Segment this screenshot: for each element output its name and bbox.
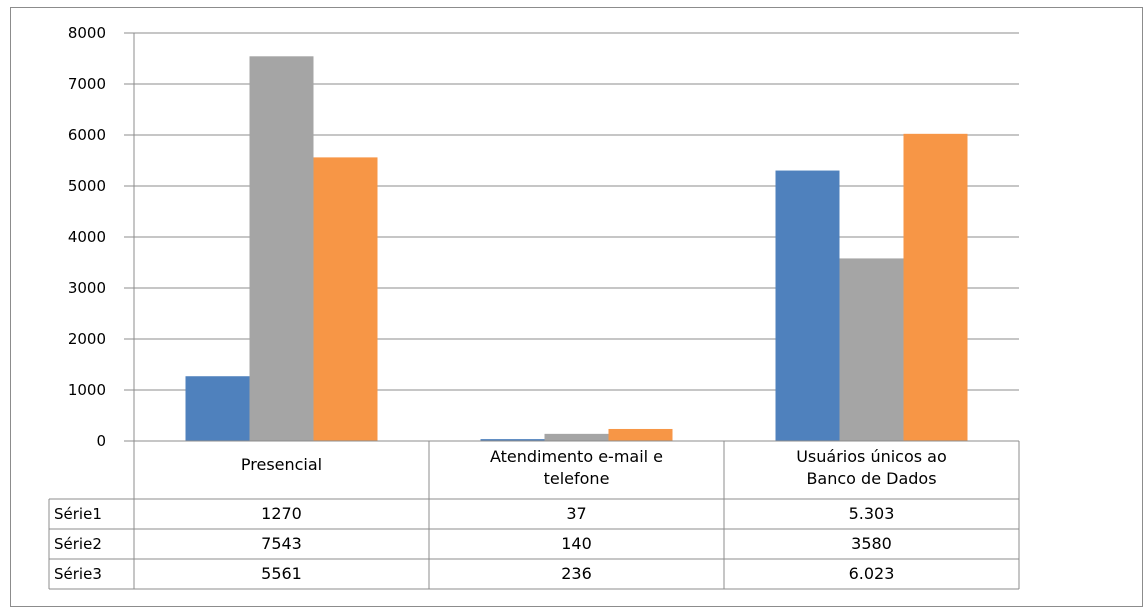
category-label: Presencial (241, 455, 322, 474)
bar-chart: 0 1000 2000 3000 4000 5000 6000 7000 8000 Presenc… (48, 24, 1020, 590)
data-table-value: 236 (561, 564, 592, 583)
data-table-value: 1270 (261, 504, 302, 523)
bar (544, 433, 609, 441)
data-table-value: 5.303 (849, 504, 895, 523)
data-table-value: 5561 (261, 564, 302, 583)
category-label: Banco de Dados (806, 469, 936, 488)
y-tick-label: 4000 (68, 228, 106, 246)
series-name-label: Série2 (54, 535, 102, 553)
category-label: Atendimento e-mail e (490, 447, 663, 466)
y-tick-label: 6000 (68, 126, 106, 144)
y-tick-label: 1000 (68, 381, 106, 399)
data-table-value: 3580 (851, 534, 892, 553)
bar (839, 258, 904, 441)
data-table-value: 140 (561, 534, 592, 553)
data-table-value: 37 (566, 504, 586, 523)
series-name-label: Série1 (54, 505, 102, 523)
bar (903, 133, 968, 441)
y-tick-label: 3000 (68, 279, 106, 297)
bar (608, 428, 673, 441)
category-label: telefone (544, 469, 610, 488)
bar (185, 376, 250, 441)
data-table-value: 7543 (261, 534, 302, 553)
y-tick-label: 0 (96, 432, 106, 450)
y-tick-label: 5000 (68, 177, 106, 195)
data-table-value: 6.023 (849, 564, 895, 583)
y-tick-label: 7000 (68, 75, 106, 93)
y-tick-label: 8000 (68, 24, 106, 42)
category-label: Usuários únicos ao (796, 447, 947, 466)
bar (313, 157, 378, 441)
series-name-label: Série3 (54, 565, 102, 583)
bar (480, 439, 545, 441)
bar (249, 56, 314, 441)
bar (775, 170, 840, 441)
y-tick-label: 2000 (68, 330, 106, 348)
